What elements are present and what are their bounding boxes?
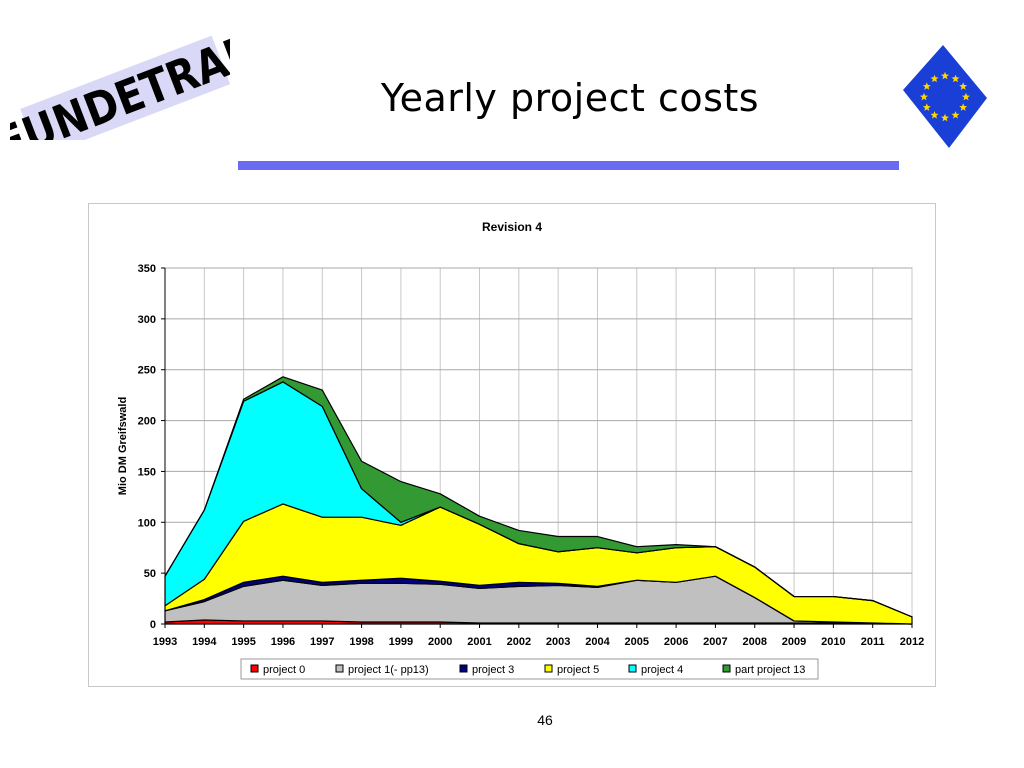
- logo-banner: [20, 35, 231, 158]
- x-tick-label: 1999: [389, 636, 413, 648]
- eu-flag-graphic: [903, 45, 987, 148]
- x-tick-label: 2002: [507, 636, 531, 648]
- x-tick-label: 2000: [428, 636, 452, 648]
- y-tick-label: 200: [138, 416, 156, 428]
- legend-swatch: [459, 664, 468, 673]
- chart-title: Revision 4: [482, 220, 542, 234]
- eu-flag-icon: [895, 40, 995, 155]
- chart-frame: Revision 4 Mio DM Greifswald 0 50 100 150 20…: [88, 203, 936, 687]
- flag-star: [920, 92, 928, 101]
- x-tick-label: 2005: [625, 636, 649, 648]
- x-tick-label: 2012: [900, 636, 924, 648]
- eundetraf-logo: EUNDETRAF: [0, 25, 261, 172]
- legend-swatch: [335, 664, 344, 673]
- flag-star: [922, 103, 931, 111]
- x-tick-label: 2001: [467, 636, 491, 648]
- flag-star: [930, 74, 939, 83]
- x-tick-label: 1993: [153, 636, 177, 648]
- x-tick-label: 2008: [742, 636, 766, 648]
- legend-label: project 3: [472, 664, 514, 676]
- y-tick-label: 350: [138, 263, 156, 275]
- x-tick-label: 2010: [821, 636, 845, 648]
- legend-box: [240, 658, 819, 680]
- flag-star: [941, 71, 949, 80]
- x-tick-label: 2009: [782, 636, 806, 648]
- slide-title: Yearly project costs: [380, 76, 760, 120]
- y-tick-label: 250: [138, 365, 156, 377]
- logo-text: EUNDETRAF: [10, 30, 230, 140]
- legend-swatch: [722, 664, 731, 673]
- flag-star: [951, 110, 960, 119]
- y-tick-label: 100: [138, 517, 156, 529]
- legend-swatch: [544, 664, 553, 673]
- title-underline: [238, 161, 899, 170]
- x-tick-label: 2011: [861, 636, 885, 648]
- y-tick-label: 50: [144, 568, 156, 580]
- x-tick-label: 2003: [546, 636, 570, 648]
- x-tick-label: 2007: [703, 636, 727, 648]
- area-series-part-project-13: [164, 376, 913, 618]
- x-tick-label: 1994: [192, 636, 217, 648]
- x-tick-label: 1995: [231, 636, 255, 648]
- y-tick-label: 150: [138, 466, 156, 478]
- eundetraf-logo-graphic: EUNDETRAF: [0, 25, 261, 172]
- flag-star: [959, 103, 968, 111]
- flag-star: [962, 92, 970, 101]
- flag-star: [959, 82, 968, 90]
- y-tick-label: 300: [138, 314, 156, 326]
- x-tick-label: 1996: [271, 636, 295, 648]
- stacked-area-chart: Revision 4 Mio DM Greifswald 0 50 100 150 20…: [117, 220, 925, 680]
- x-tick-label: 1998: [349, 636, 373, 648]
- legend-label: part project 13: [735, 664, 805, 676]
- x-tick-label: 1997: [310, 636, 334, 648]
- legend-label: project 4: [641, 664, 683, 676]
- flag-stars: [920, 71, 970, 122]
- flag-star: [922, 82, 931, 90]
- flag-star: [951, 74, 960, 83]
- page-number: 46: [537, 712, 553, 728]
- flag-field: [903, 45, 987, 148]
- y-tick-label: 0: [150, 619, 156, 631]
- legend-label: project 1(- pp13): [348, 664, 429, 676]
- chart-axes: 0 50 100 150 200 250 300 350 1993 1994 1995 1996 199…: [138, 263, 925, 648]
- x-tick-label: 2006: [664, 636, 688, 648]
- chart-legend: project 0 project 1(- pp13) project 3 proje…: [240, 658, 819, 680]
- flag-star: [941, 113, 949, 122]
- legend-label: project 0: [263, 664, 305, 676]
- flag-star: [930, 110, 939, 119]
- x-tick-label: 2004: [585, 636, 610, 648]
- legend-swatch: [250, 664, 259, 673]
- y-axis-label: Mio DM Greifswald: [117, 397, 129, 495]
- legend-label: project 5: [557, 664, 599, 676]
- legend-swatch: [628, 664, 637, 673]
